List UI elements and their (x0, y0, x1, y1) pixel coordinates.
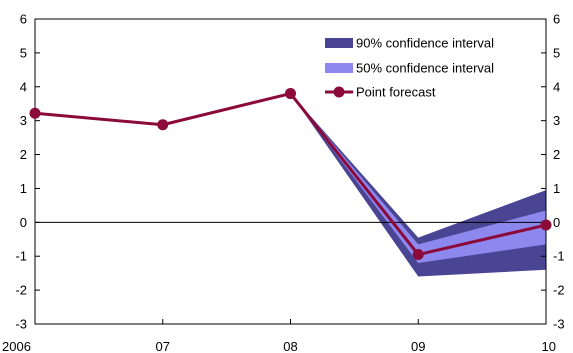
point-forecast-marker (285, 88, 296, 100)
y-tick-labels-left: -3 -2 -1 0 1 2 3 4 5 6 (15, 12, 27, 332)
y-tick-label-right: -1 (553, 249, 565, 264)
legend-swatch (325, 63, 353, 73)
y-tick-label-left: -2 (15, 283, 27, 298)
point-forecast-marker (412, 249, 424, 261)
x-tick-label: 08 (283, 339, 297, 353)
legend-swatch (325, 38, 353, 48)
y-tick-label-left: 0 (20, 215, 27, 230)
y-tick-label-left: 2 (20, 147, 27, 162)
y-tick-label-left: 3 (20, 113, 27, 128)
confidence-bands (290, 93, 546, 277)
y-tick-label-right: -2 (553, 283, 565, 298)
y-tick-label-right: 0 (553, 215, 560, 230)
y-tick-labels-right: -3 -2 -1 0 1 2 3 4 5 6 (553, 12, 565, 332)
legend-label: 50% confidence interval (356, 61, 494, 76)
y-tick-label-left: -1 (15, 249, 27, 264)
legend: 90% confidence interval 50% confidence in… (325, 36, 494, 100)
point-forecast-marker (29, 107, 41, 119)
x-tick-label: 10 (542, 339, 556, 353)
axis-ticks (34, 18, 547, 325)
x-tick-label: 2006 (2, 339, 31, 353)
y-tick-label-left: 1 (20, 181, 27, 196)
y-tick-label-right: 3 (553, 113, 560, 128)
point-forecast-marker (540, 219, 552, 231)
x-tick-label: 09 (411, 339, 425, 353)
y-tick-label-right: 6 (553, 12, 560, 27)
y-tick-label-right: 1 (553, 181, 560, 196)
y-tick-label-left: 4 (20, 79, 27, 94)
y-tick-label-right: 4 (553, 79, 560, 94)
y-tick-label-left: 6 (20, 12, 27, 27)
y-tick-label-right: 5 (553, 45, 560, 60)
x-tick-label: 07 (156, 339, 170, 353)
point-forecast-series (29, 88, 552, 261)
y-tick-label-right: -3 (553, 317, 565, 332)
band-50-confidence-interval (290, 93, 546, 263)
x-tick-labels: 2006 07 08 09 10 (2, 339, 556, 353)
legend-marker (333, 86, 345, 98)
y-tick-label-left: -3 (15, 317, 27, 332)
y-tick-label-right: 2 (553, 147, 560, 162)
point-forecast-marker (157, 119, 169, 131)
legend-label: 90% confidence interval (356, 36, 494, 51)
y-tick-label-left: 5 (20, 45, 27, 60)
legend-label: Point forecast (356, 85, 436, 100)
